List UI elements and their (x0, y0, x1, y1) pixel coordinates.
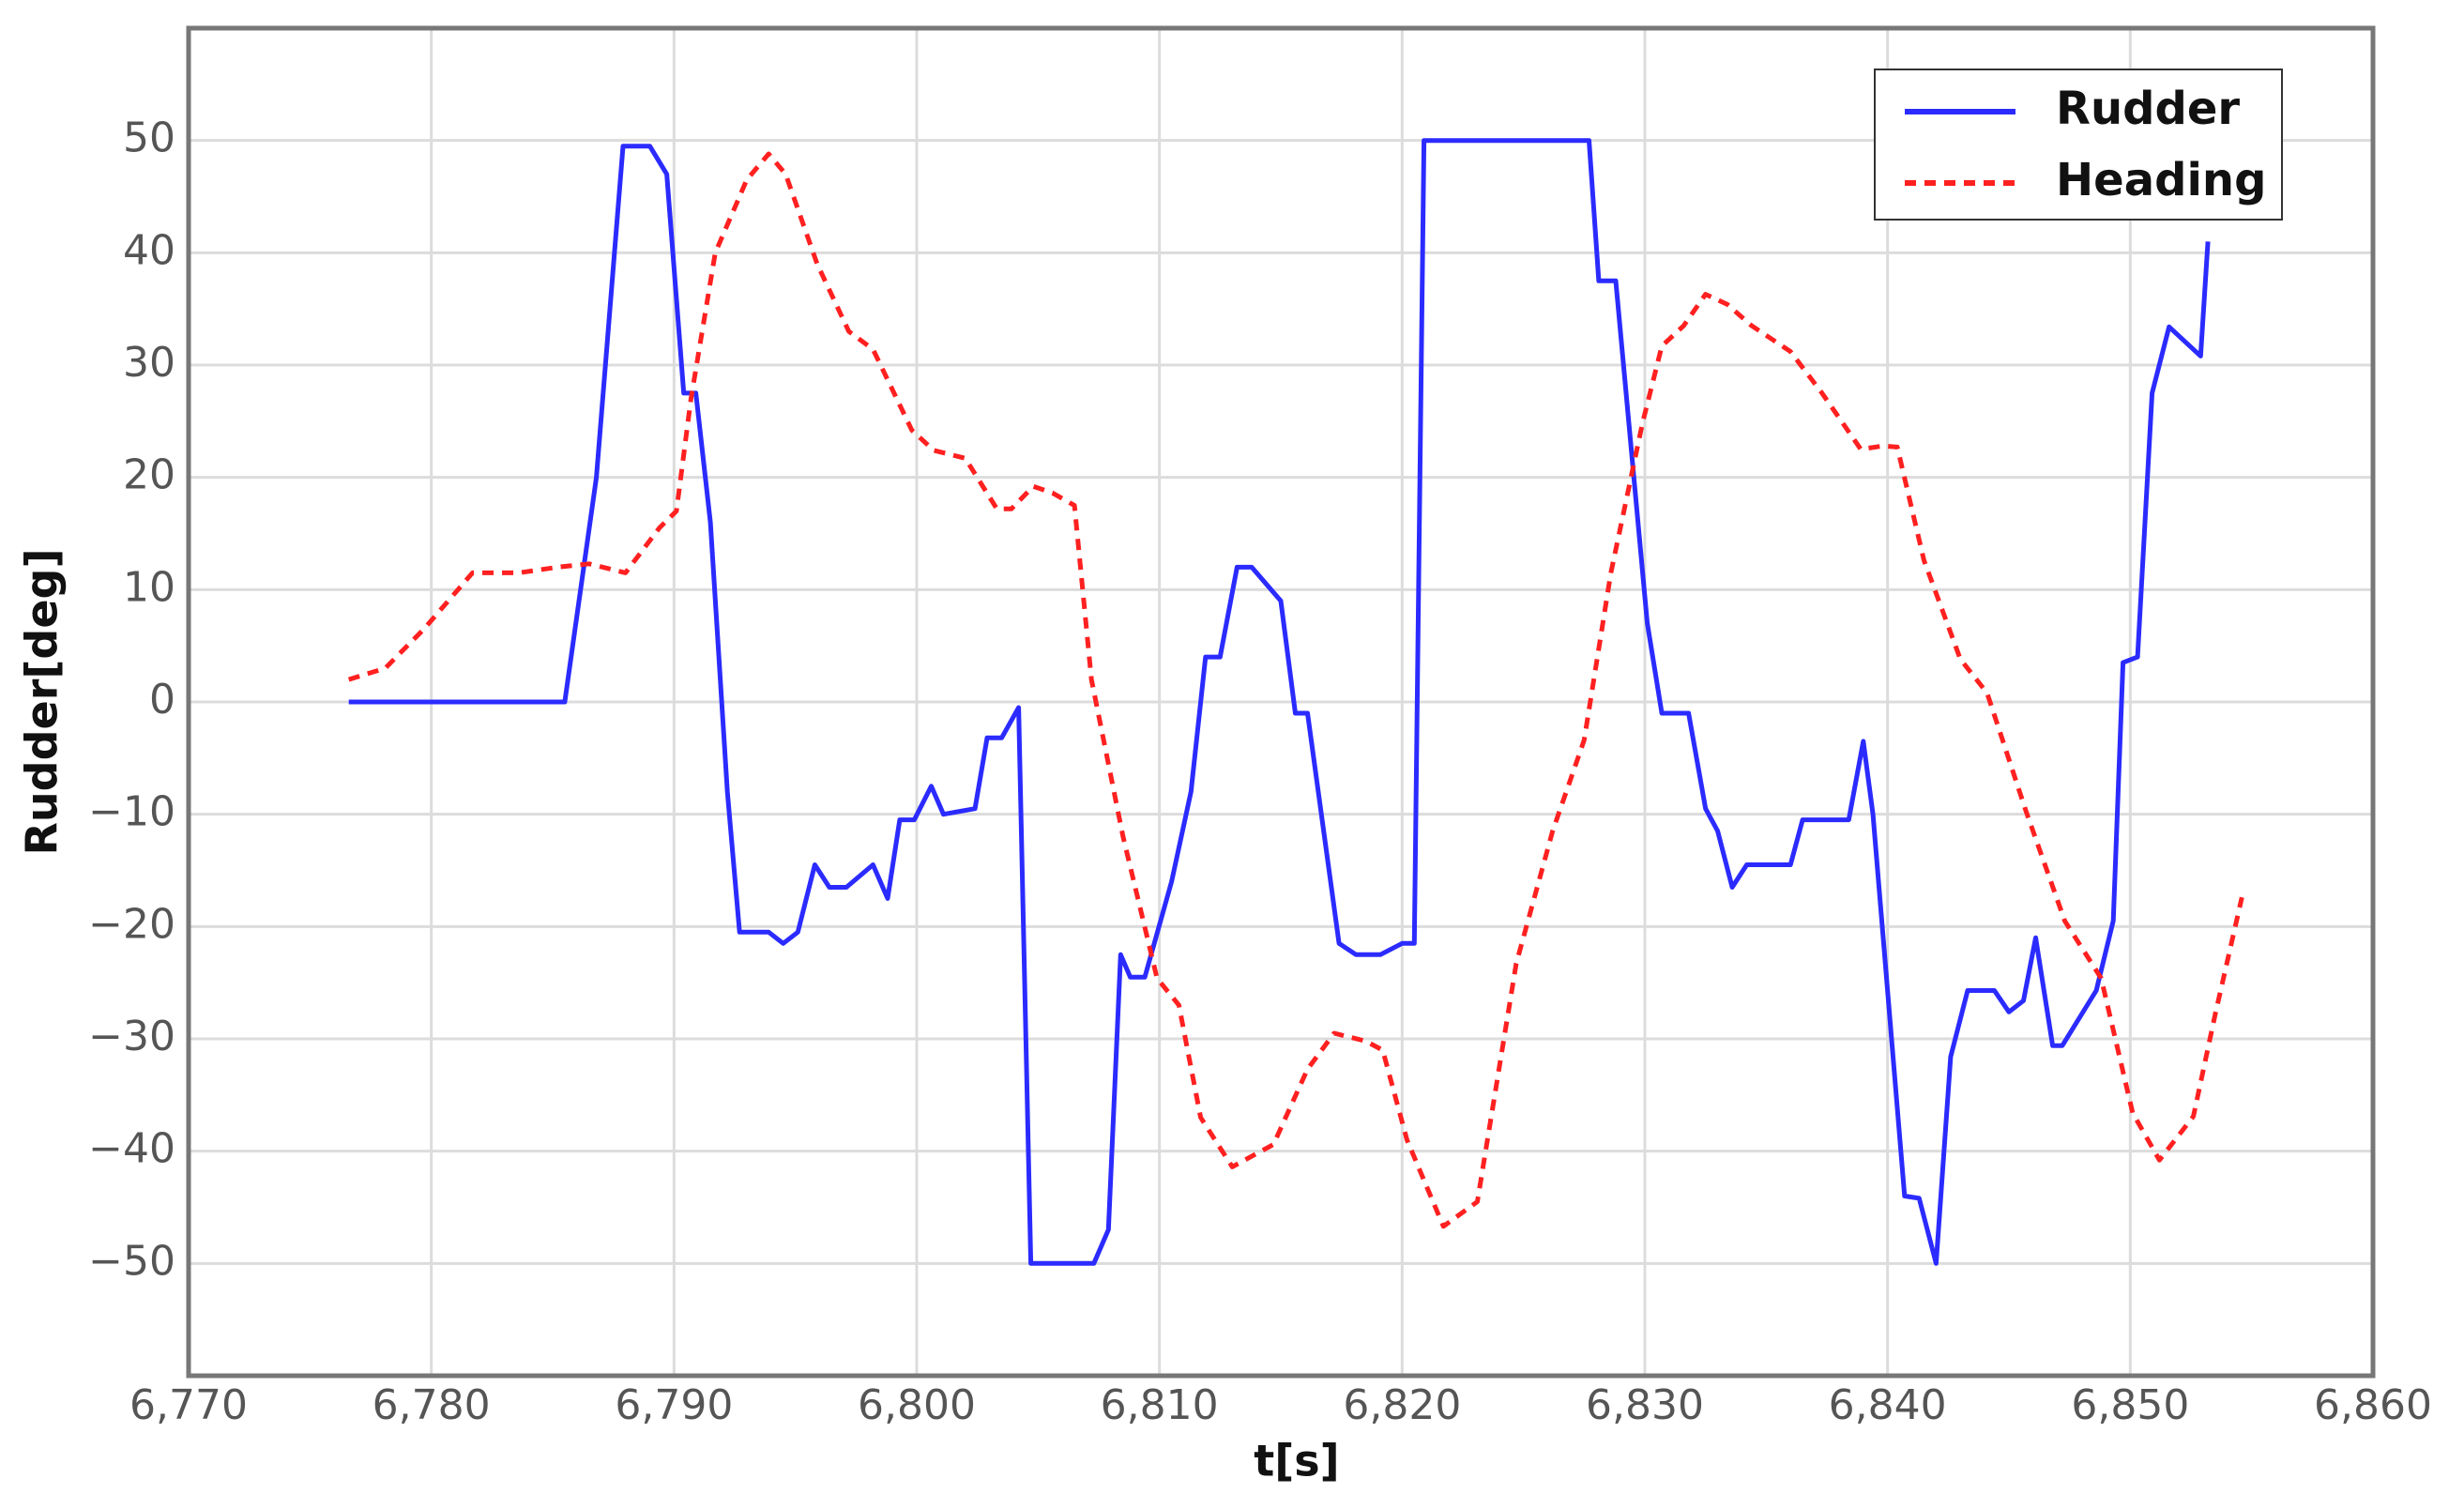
y-tick-label: 10 (123, 563, 175, 611)
y-tick-label: 40 (123, 226, 175, 274)
x-tick-label: 6,770 (129, 1381, 248, 1429)
y-tick-label: 0 (149, 676, 175, 724)
y-tick-label: 30 (123, 339, 175, 387)
x-tick-label: 6,830 (1586, 1381, 1704, 1429)
y-tick-label: −40 (88, 1125, 175, 1173)
x-tick-label: 6,800 (858, 1381, 976, 1429)
y-tick-label: −10 (88, 788, 175, 836)
x-tick-label: 6,820 (1343, 1381, 1461, 1429)
y-axis-label: Rudder[deg] (17, 548, 68, 855)
x-tick-label: 6,790 (615, 1381, 733, 1429)
series-line (348, 138, 2211, 1266)
plot-frame (186, 25, 2376, 1379)
x-tick-label: 6,850 (2071, 1381, 2189, 1429)
x-tick-label: 6,780 (373, 1381, 491, 1429)
y-tick-label: −30 (88, 1013, 175, 1060)
x-tick-label: 6,810 (1101, 1381, 1219, 1429)
x-tick-label: 6,840 (1829, 1381, 1947, 1429)
y-tick-label: −50 (88, 1237, 175, 1285)
series-line (347, 151, 2244, 1229)
legend-box (1874, 69, 2283, 221)
x-axis-label: t[s] (1254, 1436, 1339, 1486)
y-tick-label: 20 (123, 451, 175, 499)
legend-label: Heading (2056, 154, 2266, 206)
y-tick-label: 50 (123, 114, 175, 162)
y-tick-label: −20 (88, 900, 175, 948)
x-tick-label: 6,860 (2314, 1381, 2432, 1429)
legend-label: Rudder (2056, 83, 2240, 135)
